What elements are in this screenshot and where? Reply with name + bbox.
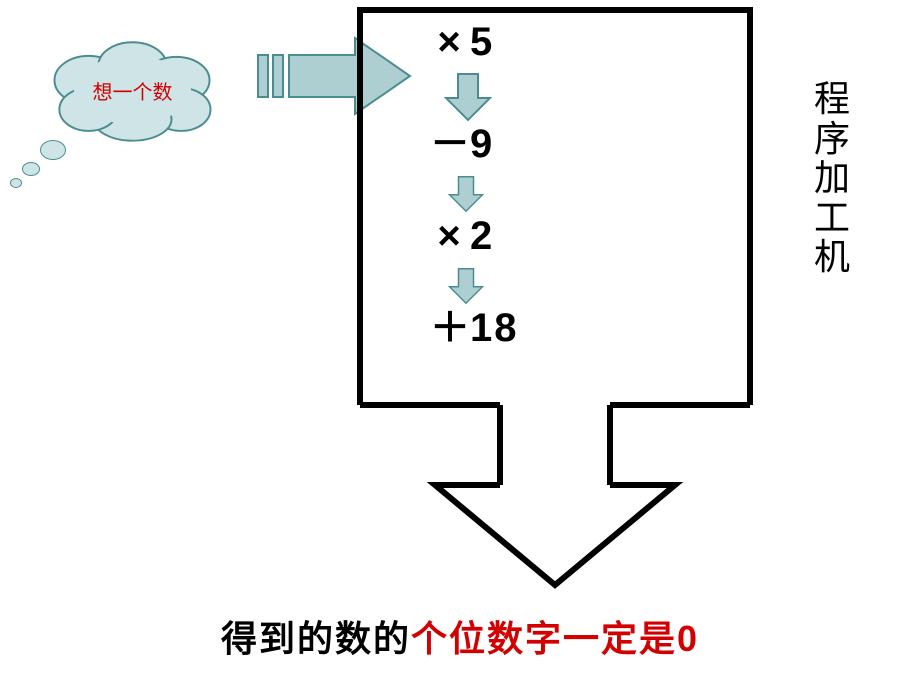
operation-value: 5	[470, 20, 494, 64]
thought-trail-bubble	[40, 140, 66, 160]
operation-value: 9	[470, 122, 494, 166]
machine-label: 程序加工机	[812, 80, 852, 278]
operation-step: ×2	[430, 216, 690, 264]
diagram-stage: 想一个数	[0, 0, 920, 690]
machine-label-char: 程	[812, 80, 852, 120]
operation-symbol: ×	[430, 216, 470, 256]
operations-list: ×5－9×2＋18	[430, 22, 690, 356]
thought-cloud: 想一个数	[35, 35, 230, 145]
operation-step: ×5	[430, 22, 690, 70]
operation-step: －9	[430, 124, 690, 172]
machine-label-char: 工	[812, 199, 852, 239]
thought-cloud-label: 想一个数	[35, 35, 230, 145]
machine-label-char: 机	[812, 238, 852, 278]
operation-symbol: ×	[430, 22, 470, 62]
machine-label-char: 序	[812, 120, 852, 160]
operation-symbol: ＋	[430, 308, 470, 348]
machine-label-char: 加	[812, 159, 852, 199]
result-sentence: 得到的数的个位数字一定是0	[0, 610, 920, 662]
operation-symbol: －	[430, 124, 470, 164]
step-arrow-icon	[444, 72, 492, 122]
step-arrow-icon	[448, 174, 484, 214]
result-prefix: 得到的数的	[221, 618, 411, 659]
operation-step: ＋18	[430, 308, 690, 356]
thought-trail-bubble	[22, 162, 40, 176]
operation-value: 2	[470, 214, 494, 258]
result-highlight: 个位数字一定是0	[411, 618, 699, 659]
thought-trail-bubble	[10, 178, 22, 188]
operation-value: 18	[470, 306, 519, 350]
step-arrow-icon	[448, 266, 484, 306]
